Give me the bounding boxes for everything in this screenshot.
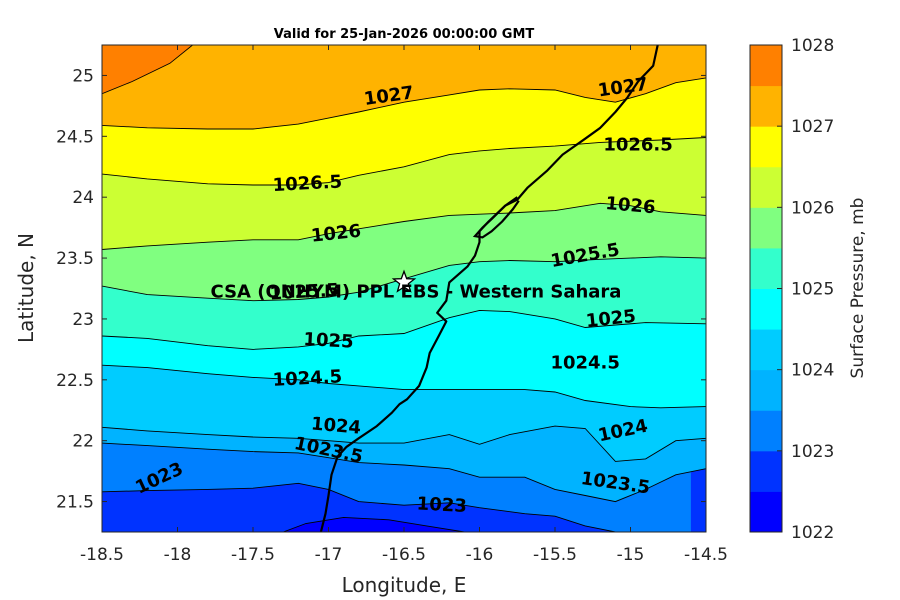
x-axis-title: Longitude, E	[342, 573, 467, 597]
x-tick-label: -15	[617, 545, 645, 565]
pressure-band-1027	[102, 45, 706, 129]
colorbar: 1022 1023 1024 1025 1026 1027 1028	[749, 36, 834, 543]
station-star-icon	[391, 269, 417, 293]
contour-line-1025	[102, 309, 706, 350]
colorbar-segment	[750, 491, 782, 533]
y-tick-label: 25	[72, 66, 94, 86]
colorbar-segment	[750, 85, 782, 127]
contour-label: 1026.5	[272, 171, 342, 196]
x-tick-label: -18	[164, 545, 192, 565]
contour-line-1022.5	[283, 516, 465, 532]
contour-label: 1025	[303, 329, 354, 353]
coastline	[319, 45, 659, 532]
contour-label: 1025	[585, 306, 637, 332]
y-tick-label: 24.5	[56, 127, 94, 147]
y-tick-label: 23.5	[56, 249, 94, 269]
y-tick-label: 21.5	[56, 493, 94, 513]
colorbar-tick-label: 1028	[791, 36, 834, 56]
colorbar-segment	[750, 45, 782, 87]
colorbar-tick-label: 1022	[791, 523, 834, 543]
colorbar-segment	[750, 369, 782, 411]
colorbar-tick-label: 1025	[791, 280, 834, 300]
station-marker-group: CSA (ONHYM) PPL EBS - Western Sahara	[211, 269, 622, 302]
colorbar-segment	[750, 329, 782, 371]
colorbar-segment	[750, 126, 782, 168]
contour-label: 1023	[416, 493, 467, 517]
x-tick-label: -16	[466, 545, 494, 565]
x-tick-label: -18.5	[80, 545, 124, 565]
station-label: CSA (ONHYM) PPL EBS - Western Sahara	[211, 281, 622, 302]
pressure-band-1027.5	[102, 45, 193, 94]
contour-label: 1025.5	[269, 280, 339, 305]
colorbar-segment	[750, 166, 782, 208]
colorbar-segment	[750, 247, 782, 289]
y-tick-label: 24	[72, 188, 94, 208]
coastline-inlet	[472, 196, 520, 239]
colorbar-tick-label: 1026	[791, 198, 834, 218]
contour-line-1025.5	[102, 256, 706, 302]
figure-title: Valid for 25-Jan-2026 00:00:00 GMT	[274, 27, 535, 42]
coastline-path	[319, 45, 659, 532]
pressure-fill-bands	[102, 45, 706, 532]
y-axis-title: Latitude, N	[14, 233, 38, 343]
contour-label: 1026.5	[603, 134, 672, 155]
contour-label: 1024.5	[272, 366, 342, 391]
x-axis-ticks: -18.5 -18 -17.5 -17 -16.5 -16 -15.5 -15 -14.5	[80, 45, 728, 565]
colorbar-tick-label: 1024	[791, 361, 834, 381]
x-tick-label: -14.5	[684, 545, 728, 565]
contour-line-1026.5	[102, 137, 706, 186]
y-axis-ticks: 21.5 22 22.5 23 23.5 24 24.5 25	[56, 66, 706, 513]
contour-line-1024	[102, 425, 706, 462]
colorbar-segment	[750, 450, 782, 492]
contour-line-1023	[102, 482, 616, 532]
y-tick-label: 22	[72, 432, 94, 452]
x-tick-label: -16.5	[382, 545, 426, 565]
contour-line-1023.5	[102, 442, 706, 503]
y-tick-label: 22.5	[56, 371, 94, 391]
x-tick-label: -17	[315, 545, 343, 565]
contour-line-1027.5	[102, 45, 193, 95]
y-tick-label: 23	[72, 310, 94, 330]
colorbar-segment	[750, 288, 782, 330]
contour-label: 1024.5	[550, 352, 619, 373]
colorbar-tick-label: 1023	[791, 442, 834, 462]
x-tick-label: -17.5	[231, 545, 275, 565]
colorbar-tick-label: 1027	[791, 117, 834, 137]
colorbar-segment	[750, 207, 782, 249]
plot-area: 1027 10271026.51026.5102610261025.51025.5…	[101, 44, 707, 533]
contour-label: 1024	[310, 413, 362, 438]
contour-line-1026	[102, 202, 706, 250]
x-tick-label: -15.5	[533, 545, 577, 565]
colorbar-title: Surface Pressure, mb	[848, 198, 868, 379]
contour-label: 1026	[310, 221, 362, 247]
contour-label: 1026	[605, 193, 657, 218]
colorbar-segment	[750, 410, 782, 452]
contour-line-1024.5	[102, 364, 706, 409]
